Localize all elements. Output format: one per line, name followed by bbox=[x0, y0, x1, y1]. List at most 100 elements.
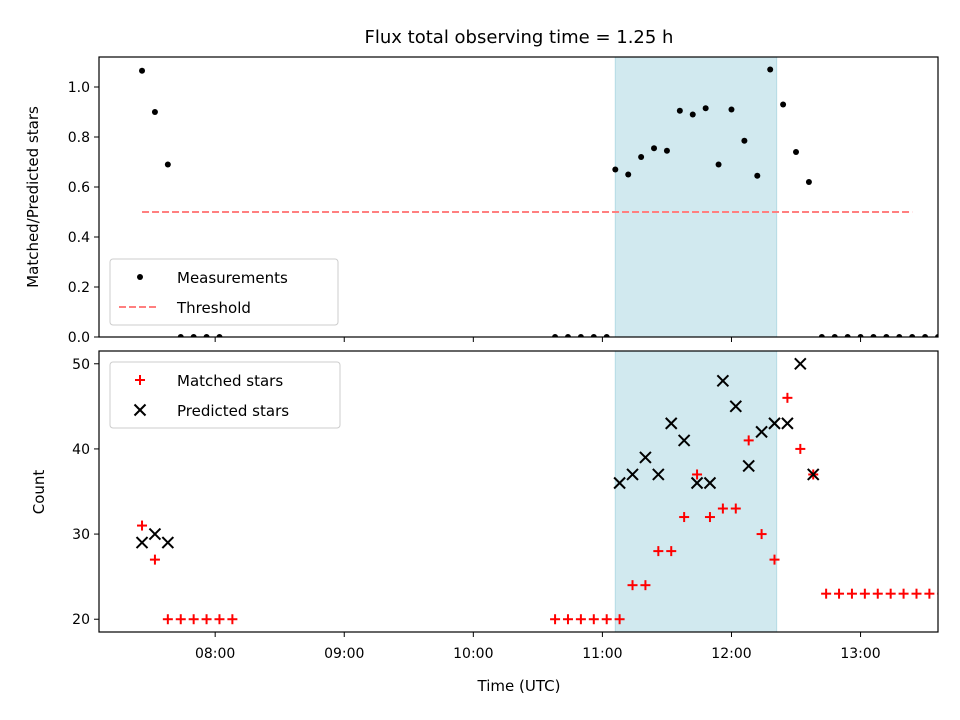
y-tick-label: 50 bbox=[72, 357, 90, 373]
predicted-stars-point-13-b bbox=[742, 459, 755, 473]
legend-handle-measurements bbox=[137, 274, 143, 280]
measurements-point-35 bbox=[909, 334, 916, 337]
matched-stars-point-6 bbox=[214, 614, 225, 625]
matched-stars-point-27 bbox=[795, 443, 806, 454]
measurements-point-37 bbox=[935, 334, 938, 337]
predicted-stars-point-7-b bbox=[665, 417, 678, 430]
matched-stars-point-4 bbox=[188, 614, 199, 625]
predicted-stars-point-16 bbox=[781, 417, 794, 430]
measurements-point-4 bbox=[190, 334, 197, 337]
matched-stars-point-24 bbox=[756, 529, 767, 540]
matched-stars-point-1 bbox=[149, 554, 160, 565]
plot-frame bbox=[98, 350, 939, 633]
legend-label-threshold: Threshold bbox=[176, 299, 251, 317]
measurements-point-8 bbox=[564, 334, 571, 337]
measurements-point-14 bbox=[638, 154, 645, 160]
legend-box bbox=[109, 361, 341, 429]
measurements-point-27 bbox=[805, 179, 812, 185]
measurements-point-16 bbox=[663, 147, 670, 154]
predicted-stars-point-6 bbox=[652, 468, 665, 481]
y-tick-label: 0.8 bbox=[68, 130, 90, 146]
measurements-point-33 bbox=[883, 334, 890, 337]
measurements-point-34 bbox=[896, 334, 903, 337]
predicted-stars-point-18-b bbox=[807, 468, 820, 481]
matched-stars-point-34 bbox=[885, 588, 896, 599]
x-tick-label: 10:00 bbox=[453, 646, 493, 662]
matched-stars-point-35 bbox=[898, 588, 909, 599]
observing-window-span bbox=[615, 351, 777, 632]
plot-area bbox=[135, 357, 938, 625]
legend-label-predicted-stars: Predicted stars bbox=[177, 402, 289, 420]
predicted-stars-point-14 bbox=[755, 425, 768, 439]
matched-stars-point-31 bbox=[846, 588, 857, 599]
measurements-point-32 bbox=[870, 334, 877, 337]
measurements-point-31 bbox=[857, 334, 864, 337]
predicted-stars-point-10 bbox=[703, 476, 717, 490]
predicted-stars-point-15-b bbox=[768, 417, 781, 430]
y-tick-label: 30 bbox=[72, 527, 90, 543]
matched-stars-point-13 bbox=[614, 614, 625, 625]
measurements-point-36 bbox=[922, 334, 929, 337]
legend: Matched stars Predicted stars bbox=[109, 361, 341, 429]
predicted-stars-point-17-b bbox=[794, 357, 807, 370]
measurements-point-20 bbox=[715, 161, 722, 168]
matched-stars-point-8 bbox=[550, 614, 561, 625]
matched-stars-point-11 bbox=[588, 614, 599, 625]
predicted-stars-point-14-b bbox=[755, 425, 768, 439]
y-tick-label: 0.6 bbox=[68, 180, 90, 196]
matched-stars-point-12 bbox=[601, 614, 612, 625]
x-tick-label: 13:00 bbox=[840, 646, 880, 662]
observing-window-span bbox=[615, 57, 777, 337]
matched-stars-point-19 bbox=[692, 469, 703, 480]
predicted-stars-point-16-b bbox=[781, 417, 794, 430]
bottom-x-axis-label: Time (UTC) bbox=[477, 677, 561, 695]
measurements-point-5 bbox=[203, 334, 210, 337]
measurements-point-25 bbox=[780, 101, 787, 108]
predicted-stars-point-6-b bbox=[652, 468, 665, 481]
measurements-point-1 bbox=[151, 109, 158, 115]
predicted-stars-point-12 bbox=[729, 400, 742, 413]
legend: Measurements Threshold bbox=[109, 258, 339, 326]
legend-label-matched-stars: Matched stars bbox=[177, 372, 283, 390]
predicted-stars-point-13 bbox=[742, 459, 755, 473]
measurements-point-0 bbox=[139, 67, 146, 74]
measurements-point-15 bbox=[651, 145, 658, 152]
matched-stars-point-2 bbox=[162, 614, 173, 625]
matched-stars-point-23 bbox=[743, 435, 754, 446]
measurements-point-26 bbox=[793, 149, 800, 155]
legend-label-measurements: Measurements bbox=[177, 269, 288, 287]
predicted-stars-point-2-b bbox=[161, 536, 175, 549]
predicted-stars-point-3 bbox=[613, 476, 626, 490]
measurements-point-17 bbox=[676, 107, 683, 114]
legend-handle-predicted-stars bbox=[133, 403, 147, 417]
matched-stars-point-16 bbox=[653, 546, 664, 557]
top-y-axis-label: Matched/Predicted stars bbox=[24, 106, 42, 288]
predicted-stars-point-0 bbox=[135, 536, 149, 549]
bottom-panel: 20 30 40 50 08:00 09:00 10:00 11:00 12:00 13:00 Ma… bbox=[72, 350, 939, 662]
matched-stars-point-5 bbox=[201, 614, 212, 625]
predicted-stars-point-4-b bbox=[626, 468, 639, 481]
x-tick-label: 11:00 bbox=[582, 646, 622, 662]
predicted-stars-point-8 bbox=[677, 434, 691, 447]
x-tick-label: 08:00 bbox=[195, 646, 235, 662]
y-tick-label: 1.0 bbox=[68, 80, 90, 96]
matched-stars-point-10 bbox=[575, 614, 586, 625]
measurements-point-2 bbox=[164, 161, 171, 168]
matched-stars-point-37 bbox=[924, 588, 935, 599]
predicted-stars-point-8-b bbox=[677, 434, 691, 447]
matched-stars-point-9 bbox=[562, 614, 573, 625]
measurements-point-21 bbox=[728, 106, 735, 113]
predicted-stars-point-4 bbox=[626, 468, 639, 481]
predicted-stars-point-5-b bbox=[639, 451, 652, 464]
predicted-stars-point-2 bbox=[161, 536, 175, 549]
matched-stars-point-17 bbox=[666, 546, 677, 557]
legend-handle-predicted-stars-b bbox=[133, 403, 147, 417]
measurements-point-9 bbox=[577, 334, 584, 337]
predicted-stars-point-10-b bbox=[703, 476, 717, 490]
y-tick-label: 40 bbox=[72, 442, 90, 458]
predicted-stars-point-0-b bbox=[135, 536, 149, 549]
measurements-point-30 bbox=[844, 334, 851, 337]
measurements-point-3 bbox=[177, 334, 184, 337]
matched-stars-point-3 bbox=[175, 614, 186, 625]
legend-box bbox=[109, 258, 339, 326]
